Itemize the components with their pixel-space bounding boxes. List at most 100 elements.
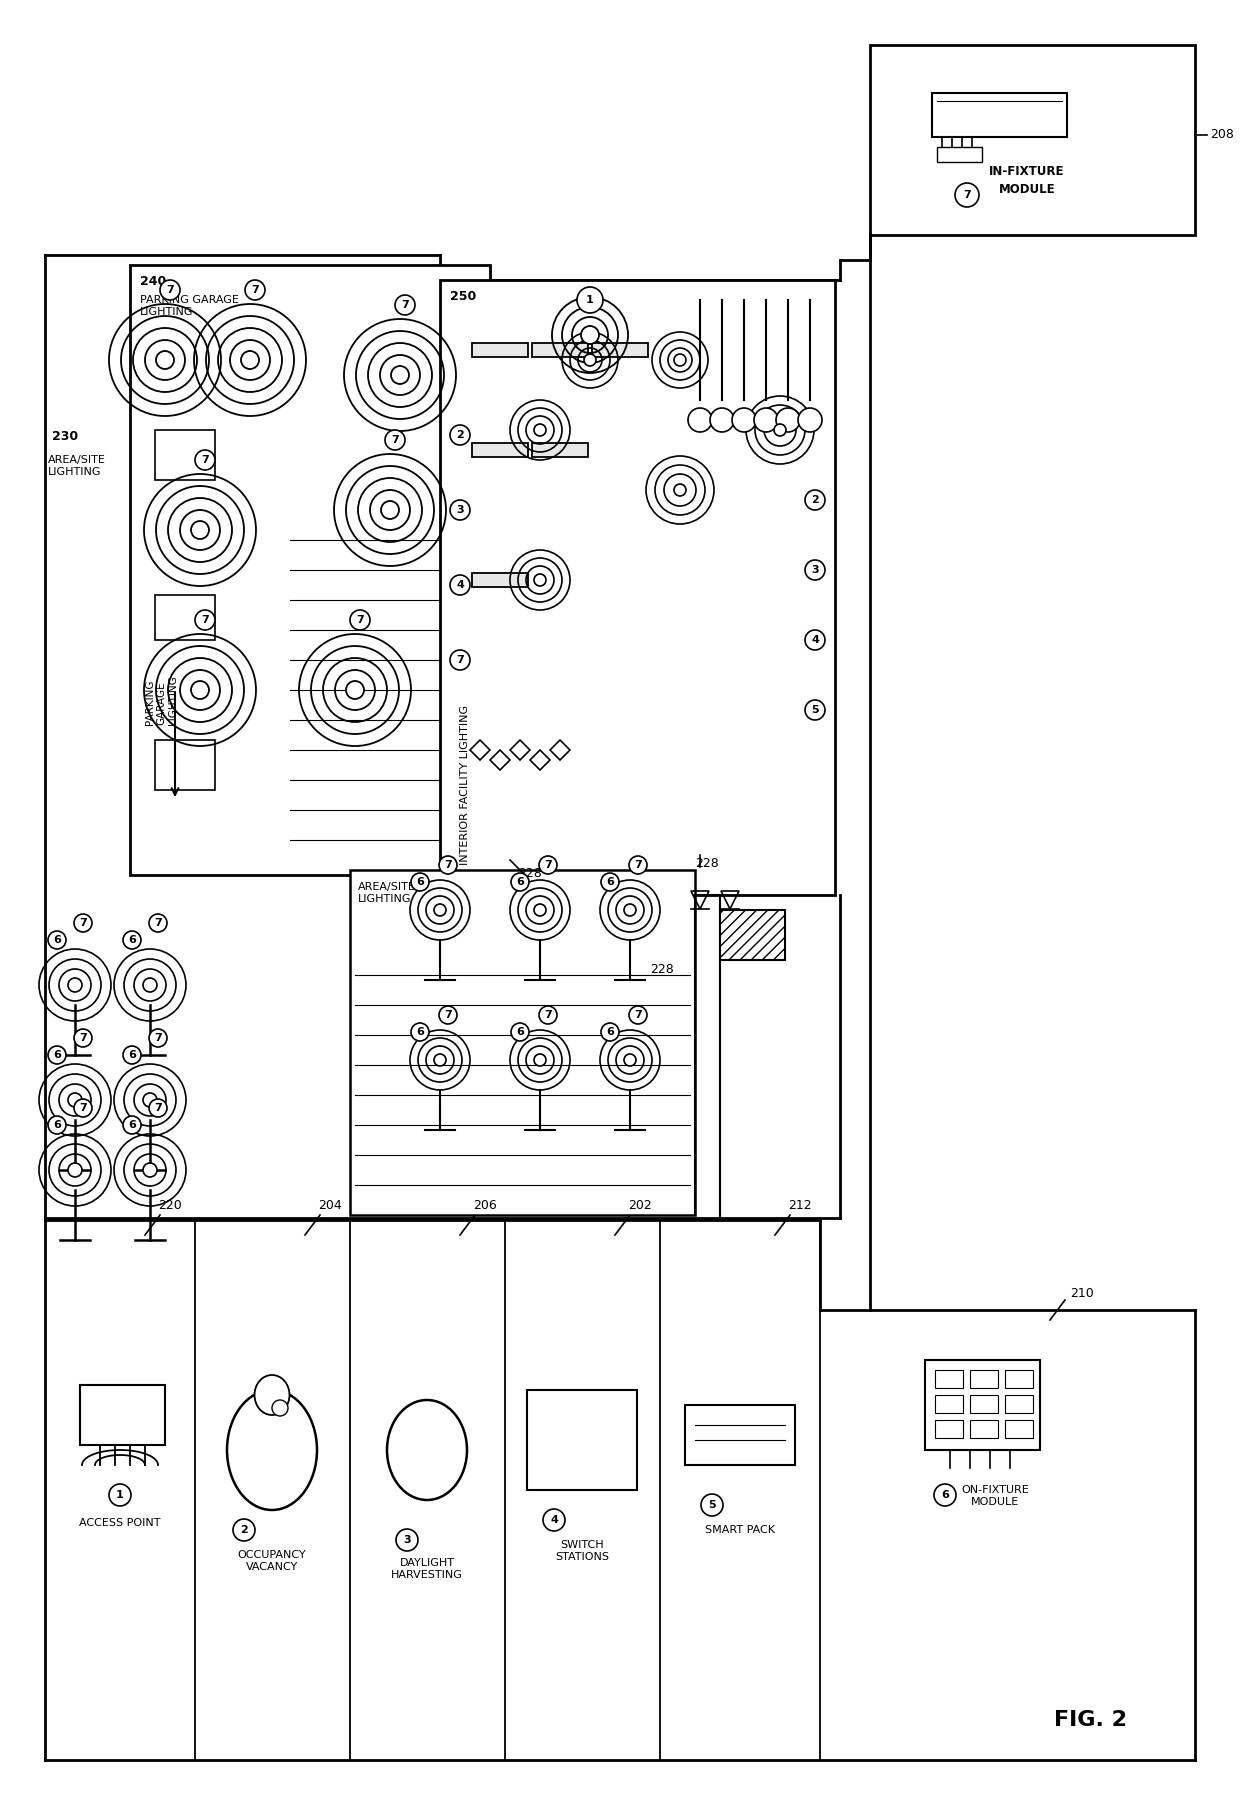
Text: 250: 250 [450, 290, 476, 302]
Text: ON-FIXTURE
MODULE: ON-FIXTURE MODULE [961, 1484, 1029, 1506]
Circle shape [396, 1529, 418, 1551]
Circle shape [384, 431, 405, 451]
Text: 7: 7 [166, 284, 174, 295]
Circle shape [534, 903, 546, 916]
Text: 7: 7 [201, 615, 208, 624]
Text: 7: 7 [79, 918, 87, 929]
Text: AREA/SITE
LIGHTING: AREA/SITE LIGHTING [48, 454, 105, 476]
Text: 7: 7 [201, 454, 208, 465]
Text: SMART PACK: SMART PACK [706, 1526, 775, 1535]
Text: 210: 210 [1070, 1287, 1094, 1300]
Circle shape [511, 872, 529, 891]
Bar [472, 574, 528, 586]
Circle shape [934, 1484, 956, 1506]
Text: FIG. 2: FIG. 2 [1054, 1710, 1126, 1730]
Circle shape [534, 424, 546, 436]
Circle shape [48, 930, 66, 948]
Circle shape [434, 903, 446, 916]
Text: 6: 6 [53, 1120, 61, 1129]
Text: AREA/SITE
LIGHTING: AREA/SITE LIGHTING [358, 881, 415, 903]
Circle shape [450, 500, 470, 519]
Circle shape [246, 281, 265, 300]
Text: ACCESS POINT: ACCESS POINT [79, 1519, 161, 1528]
Circle shape [711, 407, 734, 433]
Circle shape [123, 1046, 141, 1064]
Circle shape [732, 407, 756, 433]
Circle shape [577, 288, 603, 313]
Text: 228: 228 [694, 856, 719, 871]
Text: 7: 7 [401, 300, 409, 310]
Text: 2: 2 [241, 1526, 248, 1535]
Text: PARKING GARAGE
LIGHTING: PARKING GARAGE LIGHTING [140, 295, 239, 317]
Bar [1004, 1421, 1033, 1437]
Circle shape [511, 1023, 529, 1041]
Bar [591, 344, 649, 357]
Circle shape [272, 1399, 288, 1415]
Text: 204: 204 [319, 1198, 342, 1213]
Circle shape [955, 183, 980, 206]
Circle shape [68, 1164, 82, 1176]
Circle shape [195, 610, 215, 630]
Circle shape [74, 914, 92, 932]
Text: 208: 208 [1210, 129, 1234, 141]
Bar [81, 1385, 165, 1444]
Bar [130, 264, 490, 874]
Text: 7: 7 [634, 860, 642, 871]
Circle shape [191, 521, 210, 539]
Circle shape [776, 407, 800, 433]
Bar [970, 1396, 998, 1414]
Bar [935, 1370, 963, 1388]
Circle shape [68, 977, 82, 992]
Circle shape [439, 856, 458, 874]
Circle shape [601, 1023, 619, 1041]
Circle shape [543, 1510, 565, 1531]
Text: 7: 7 [544, 860, 552, 871]
Circle shape [68, 1093, 82, 1108]
Text: INTERIOR FACILITY LIGHTING: INTERIOR FACILITY LIGHTING [460, 704, 470, 865]
Text: 6: 6 [128, 1120, 136, 1129]
Text: 6: 6 [606, 1026, 614, 1037]
Text: 6: 6 [417, 878, 424, 887]
Text: 6: 6 [128, 936, 136, 945]
Circle shape [143, 1093, 157, 1108]
Circle shape [629, 856, 647, 874]
Circle shape [675, 355, 686, 366]
Text: 6: 6 [516, 878, 525, 887]
Text: 228: 228 [650, 963, 673, 977]
Circle shape [450, 576, 470, 595]
Text: 7: 7 [456, 655, 464, 664]
Text: 4: 4 [456, 579, 464, 590]
Circle shape [149, 914, 167, 932]
Bar [532, 344, 588, 357]
Circle shape [805, 630, 825, 650]
Circle shape [582, 326, 599, 344]
Circle shape [754, 407, 777, 433]
Text: 1: 1 [587, 295, 594, 306]
Circle shape [74, 1099, 92, 1117]
Bar [684, 1405, 795, 1464]
Circle shape [143, 977, 157, 992]
Bar [155, 595, 215, 641]
Circle shape [241, 351, 259, 369]
Bar [970, 1370, 998, 1388]
Text: 7: 7 [444, 1010, 451, 1021]
Circle shape [584, 355, 596, 366]
Bar [935, 1396, 963, 1414]
Text: 3: 3 [403, 1535, 410, 1546]
Circle shape [534, 1053, 546, 1066]
Bar [720, 910, 785, 959]
Circle shape [450, 425, 470, 445]
Circle shape [805, 559, 825, 579]
Circle shape [539, 856, 557, 874]
Circle shape [805, 491, 825, 510]
Text: 240: 240 [140, 275, 166, 288]
Circle shape [601, 872, 619, 891]
Circle shape [410, 872, 429, 891]
Circle shape [439, 1006, 458, 1024]
Circle shape [195, 451, 215, 471]
Circle shape [350, 610, 370, 630]
Text: 6: 6 [53, 936, 61, 945]
Bar [970, 1421, 998, 1437]
Circle shape [123, 1117, 141, 1135]
Circle shape [48, 1046, 66, 1064]
